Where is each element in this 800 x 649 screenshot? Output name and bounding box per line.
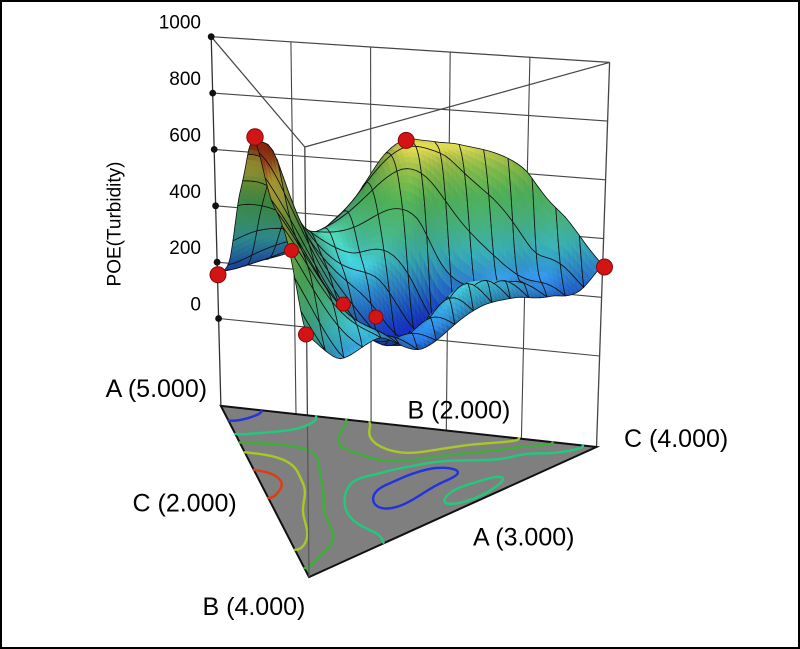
svg-text:B (4.000): B (4.000) — [203, 593, 306, 621]
svg-text:600: 600 — [169, 125, 201, 146]
svg-text:200: 200 — [169, 238, 201, 259]
svg-text:POE(Turbidity): POE(Turbidity) — [105, 162, 126, 287]
svg-text:A (3.000): A (3.000) — [473, 524, 574, 552]
svg-text:A (5.000): A (5.000) — [106, 375, 207, 403]
svg-text:1000: 1000 — [159, 13, 201, 34]
svg-text:B (2.000): B (2.000) — [408, 397, 511, 425]
svg-text:C (2.000): C (2.000) — [133, 489, 237, 517]
svg-text:0: 0 — [190, 295, 201, 316]
svg-text:400: 400 — [169, 182, 201, 203]
svg-text:C (4.000): C (4.000) — [624, 425, 728, 453]
svg-text:800: 800 — [169, 69, 201, 90]
